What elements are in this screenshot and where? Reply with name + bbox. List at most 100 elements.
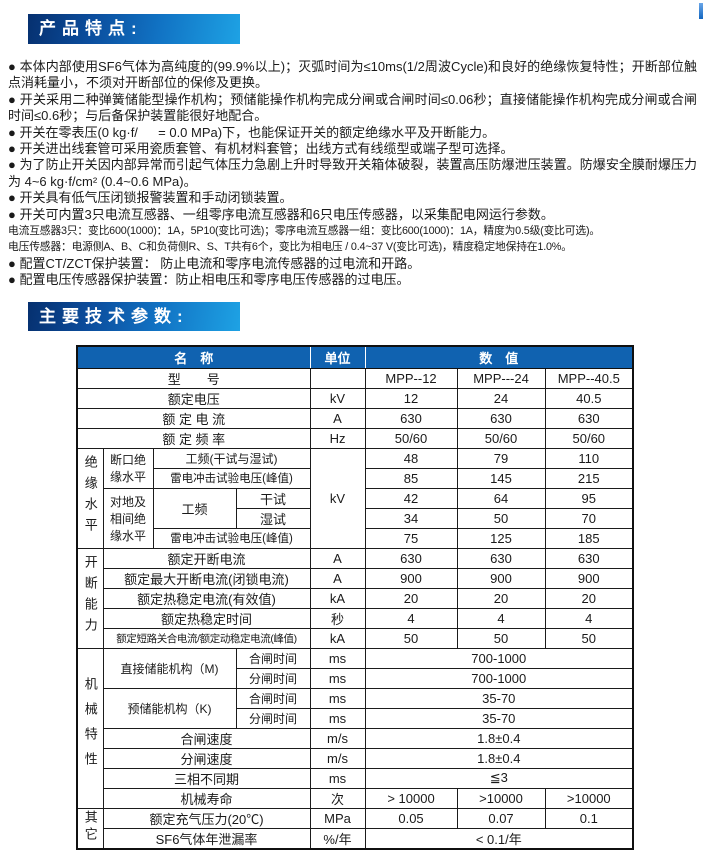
cell-breaking-1-name: 额定最大开断电流(闭锁电流) [102, 567, 311, 589]
table-header-row: 名 称 单位 数 值 [76, 345, 634, 369]
cell-earth-dry-name: 干试 [235, 487, 311, 509]
section-title-features: 产品特点: [28, 14, 240, 44]
cell-voltage-v2: 24 [456, 387, 546, 409]
cell-direct-close-unit: ms [309, 647, 366, 669]
cell-model-v2: MPP---24 [456, 367, 546, 389]
group-label-mechanical: 机械特性 [76, 647, 104, 809]
cell-leakage-name: SF6气体年泄漏率 [102, 827, 311, 849]
cell-breaking-3-v3: 4 [544, 607, 634, 629]
table-row-mech-phase-diff: 三相不同期 ms ≦3 [77, 767, 634, 789]
cell-earth-wet-v3: 70 [544, 507, 634, 529]
table-row-breaking-4: 额定热稳定时间 秒 4 4 4 [77, 607, 634, 629]
cell-life-unit: 次 [309, 787, 366, 809]
cell-voltage-unit: kV [309, 387, 366, 409]
cell-close-speed-name: 合闸速度 [102, 727, 311, 749]
page-corner-decoration [699, 3, 703, 19]
cell-earth-li-v1: 75 [364, 527, 458, 549]
feature-item: ● 为了防止开关因内部异常而引起气体压力急剧上升时导致开关箱体破裂，装置高压防爆… [8, 157, 697, 189]
cell-breakgap-pf-v3: 110 [544, 447, 634, 469]
cell-breaking-0-unit: A [309, 547, 366, 569]
cell-breaking-3-name: 额定热稳定时间 [102, 607, 311, 629]
feature-item: ● 开关具有低气压闭锁报警装置和手动闭锁装置。 [8, 190, 293, 206]
cell-breaking-1-v1: 900 [364, 567, 458, 589]
subgroup-break-gap: 断口绝缘水平 [102, 447, 154, 489]
feature-item: ● 配置CT/ZCT保护装置： 防止电流和零序电流传感器的过电流和开路。 [8, 255, 421, 271]
table-row-breaking-3: 额定热稳定电流(有效值) kA 20 20 20 [77, 587, 634, 609]
cell-breakgap-li-name: 雷电冲击试验电压(峰值) [152, 467, 311, 489]
cell-pressure-v3: 0.1 [544, 807, 634, 829]
cell-pre-open-value: 35-70 [364, 707, 634, 729]
cell-life-v2: >10000 [456, 787, 546, 809]
table-row-mech-pre-close: 预储能机构（K) 合闸时间 ms 35-70 [77, 687, 634, 729]
feature-item: ● 本体内部使用SF6气体为高纯度的(99.9%以上)；灭弧时间为≤10ms(1… [8, 59, 697, 91]
cell-breaking-4-v2: 50 [456, 627, 546, 649]
cell-direct-open-value: 700-1000 [364, 667, 634, 689]
parameters-table: 名 称 单位 数 值 型 号 MPP--12 MPP---24 MPP--40.… [76, 345, 635, 850]
cell-model-unit [309, 367, 366, 389]
cell-frequency-unit: Hz [309, 427, 366, 449]
feature-item: ● 开关可内置3只电流互感器、一组零序电流互感器和6只电压传感器，以采集配电网运… [8, 206, 554, 222]
table-row-breaking-2: 额定最大开断电流(闭锁电流) A 900 900 900 [77, 567, 634, 589]
cell-model-name: 型 号 [76, 367, 311, 389]
cell-breakgap-li-v3: 215 [544, 467, 634, 489]
table-row-earth-pf-wet: 湿试 34 50 70 [77, 507, 634, 529]
cell-phase-diff-value: ≦3 [364, 767, 634, 789]
feature-item: ● 开关采用二种弹簧储能型操作机构；预储能操作机构完成分闸或合闸时间≤0.06秒… [8, 91, 697, 124]
table-row-rated-frequency: 额 定 频 率 Hz 50/60 50/60 50/60 [76, 427, 634, 449]
table-row-insulation-pf: 绝缘水平 断口绝缘水平 工频(干试与湿试) kV 48 79 110 [76, 447, 634, 549]
cell-life-name: 机械寿命 [102, 787, 311, 809]
cell-frequency-name: 额 定 频 率 [76, 427, 311, 449]
header-unit: 单位 [309, 345, 366, 369]
cell-breaking-3-v1: 4 [364, 607, 458, 629]
cell-earth-dry-v1: 42 [364, 487, 458, 509]
cell-open-speed-unit: m/s [309, 747, 366, 769]
cell-pre-close-value: 35-70 [364, 687, 634, 709]
cell-breaking-0-v1: 630 [364, 547, 458, 569]
cell-direct-open-unit: ms [309, 667, 366, 689]
cell-life-v3: >10000 [544, 787, 634, 809]
cell-life-v1: > 10000 [364, 787, 458, 809]
table-row-mech-direct-close: 机械特性 直接储能机构（M) 合闸时间 ms 700-1000 [76, 647, 634, 809]
cell-model-v1: MPP--12 [364, 367, 458, 389]
cell-leakage-value: < 0.1/年 [364, 827, 634, 849]
cell-breaking-3-v2: 4 [456, 607, 546, 629]
cell-earth-wet-v1: 34 [364, 507, 458, 529]
section-title-parameters: 主要技术参数: [28, 302, 240, 331]
table-row-rated-current: 额 定 电 流 A 630 630 630 [76, 407, 634, 429]
cell-breaking-0-v2: 630 [456, 547, 546, 569]
table-row-breaking-5: 额定短路关合电流/额定动稳定电流(峰值) kA 50 50 50 [77, 627, 634, 649]
table-row-mech-direct-open: 分闸时间 ms 700-1000 [77, 667, 634, 689]
cell-current-v2: 630 [456, 407, 546, 429]
cell-breaking-2-v1: 20 [364, 587, 458, 609]
table-row-mech-pre-open: 分闸时间 ms 35-70 [77, 707, 634, 729]
table-row-mech-life: 机械寿命 次 > 10000 >10000 >10000 [77, 787, 634, 809]
cell-earth-pf-label: 工频 [152, 487, 237, 529]
feature-item-detail: 电压传感器：电源侧A、B、C和负荷侧R、S、T共有6个，变比为相电压 / 0.4… [8, 241, 572, 254]
cell-breakgap-pf-v2: 79 [456, 447, 546, 469]
cell-breaking-3-unit: 秒 [309, 607, 366, 629]
cell-earth-dry-v2: 64 [456, 487, 546, 509]
cell-frequency-v1: 50/60 [364, 427, 458, 449]
feature-item: ● 开关进出线套管可采用瓷质套管、有机材料套管；出线方式有线缆型或端子型可选择。 [8, 141, 514, 157]
table-row-breaking-1: 开断能力 额定开断电流 A 630 630 630 [76, 547, 634, 649]
cell-current-name: 额 定 电 流 [76, 407, 311, 429]
cell-breaking-4-v1: 50 [364, 627, 458, 649]
cell-current-v1: 630 [364, 407, 458, 429]
cell-close-speed-unit: m/s [309, 727, 366, 749]
cell-frequency-v3: 50/60 [544, 427, 634, 449]
cell-breaking-1-v2: 900 [456, 567, 546, 589]
cell-breakgap-li-v2: 145 [456, 467, 546, 489]
cell-frequency-v2: 50/60 [456, 427, 546, 449]
group-label-breaking: 开断能力 [76, 547, 104, 649]
table-row-earth-li: 雷电冲击试验电压(峰值) 75 125 185 [77, 527, 634, 549]
cell-direct-close-value: 700-1000 [364, 647, 634, 669]
cell-breaking-0-name: 额定开断电流 [102, 547, 311, 569]
cell-breaking-4-name: 额定短路关合电流/额定动稳定电流(峰值) [102, 627, 311, 649]
cell-breakgap-pf-name: 工频(干试与湿试) [152, 447, 311, 469]
cell-voltage-name: 额定电压 [76, 387, 311, 409]
cell-breaking-1-unit: A [309, 567, 366, 589]
cell-breaking-2-unit: kA [309, 587, 366, 609]
cell-earth-li-v3: 185 [544, 527, 634, 549]
cell-earth-li-name: 雷电冲击试验电压(峰值) [152, 527, 311, 549]
